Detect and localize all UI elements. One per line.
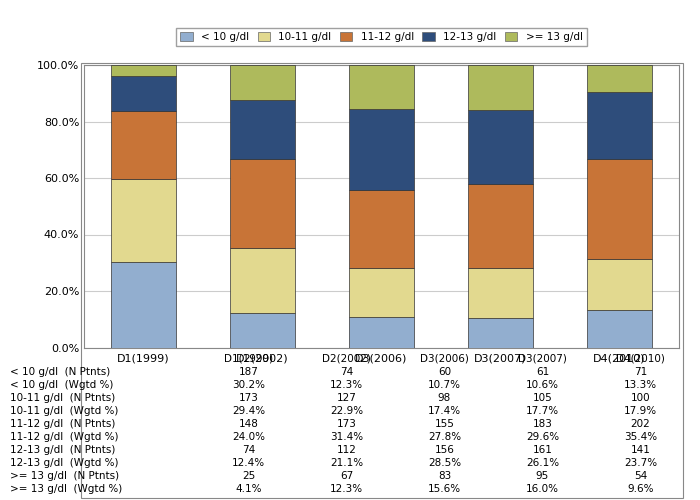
Text: 61: 61 <box>536 367 549 377</box>
Text: 141: 141 <box>631 444 650 454</box>
Text: 12-13 g/dl  (Wgtd %): 12-13 g/dl (Wgtd %) <box>10 458 119 468</box>
Text: < 10 g/dl  (Wgtd %): < 10 g/dl (Wgtd %) <box>10 380 114 390</box>
Text: 148: 148 <box>239 419 258 428</box>
Text: 17.9%: 17.9% <box>624 406 657 416</box>
Text: 95: 95 <box>536 470 549 480</box>
Text: 13.3%: 13.3% <box>624 380 657 390</box>
Text: 71: 71 <box>634 367 647 377</box>
Text: 105: 105 <box>533 393 552 403</box>
Text: 29.4%: 29.4% <box>232 406 265 416</box>
Bar <box>349 190 414 268</box>
Text: 31.4%: 31.4% <box>330 432 363 442</box>
Text: 22.9%: 22.9% <box>330 406 363 416</box>
Text: 54: 54 <box>634 470 647 480</box>
Text: D3(2007): D3(2007) <box>518 354 567 364</box>
Text: 10.6%: 10.6% <box>526 380 559 390</box>
Text: 4.1%: 4.1% <box>235 484 262 494</box>
Text: 21.1%: 21.1% <box>330 458 363 468</box>
Text: D1(1999): D1(1999) <box>224 354 273 364</box>
Text: < 10 g/dl  (N Ptnts): < 10 g/dl (N Ptnts) <box>10 367 111 377</box>
Text: 156: 156 <box>435 444 454 454</box>
Text: 10-11 g/dl  (N Ptnts): 10-11 g/dl (N Ptnts) <box>10 393 116 403</box>
Text: 12-13 g/dl  (N Ptnts): 12-13 g/dl (N Ptnts) <box>10 444 116 454</box>
Text: 30.2%: 30.2% <box>232 380 265 390</box>
Text: 29.6%: 29.6% <box>526 432 559 442</box>
Bar <box>111 76 176 112</box>
Bar <box>349 65 414 109</box>
Text: 83: 83 <box>438 470 451 480</box>
Bar <box>587 260 652 310</box>
Bar <box>230 160 295 248</box>
Text: 9.6%: 9.6% <box>627 484 654 494</box>
Text: 24.0%: 24.0% <box>232 432 265 442</box>
Text: 15.6%: 15.6% <box>428 484 461 494</box>
Text: 28.5%: 28.5% <box>428 458 461 468</box>
Bar <box>111 112 176 179</box>
Bar <box>349 109 414 190</box>
Text: 11-12 g/dl  (N Ptnts): 11-12 g/dl (N Ptnts) <box>10 419 116 428</box>
Text: 74: 74 <box>242 444 255 454</box>
Text: >= 13 g/dl  (N Ptnts): >= 13 g/dl (N Ptnts) <box>10 470 120 480</box>
Text: 155: 155 <box>435 419 454 428</box>
Text: 74: 74 <box>340 367 353 377</box>
Text: D4(2010): D4(2010) <box>616 354 665 364</box>
Text: 202: 202 <box>631 419 650 428</box>
Bar <box>587 310 652 348</box>
Bar <box>468 318 533 348</box>
Text: 12.4%: 12.4% <box>232 458 265 468</box>
Text: 25: 25 <box>242 470 255 480</box>
Bar <box>230 248 295 313</box>
Bar <box>468 268 533 318</box>
Bar <box>111 179 176 262</box>
Text: 23.7%: 23.7% <box>624 458 657 468</box>
Text: 173: 173 <box>239 393 258 403</box>
Text: 16.0%: 16.0% <box>526 484 559 494</box>
Bar <box>587 160 652 260</box>
Text: 67: 67 <box>340 470 353 480</box>
Text: 183: 183 <box>533 419 552 428</box>
Text: D3(2006): D3(2006) <box>420 354 469 364</box>
Bar <box>349 268 414 318</box>
Text: 187: 187 <box>239 367 258 377</box>
Text: 27.8%: 27.8% <box>428 432 461 442</box>
Text: 17.7%: 17.7% <box>526 406 559 416</box>
Bar <box>468 110 533 184</box>
Text: 127: 127 <box>337 393 356 403</box>
Text: 161: 161 <box>533 444 552 454</box>
Text: 11-12 g/dl  (Wgtd %): 11-12 g/dl (Wgtd %) <box>10 432 119 442</box>
Text: 17.4%: 17.4% <box>428 406 461 416</box>
Bar <box>111 262 176 348</box>
Text: 112: 112 <box>337 444 356 454</box>
Text: >= 13 g/dl  (Wgtd %): >= 13 g/dl (Wgtd %) <box>10 484 122 494</box>
Bar <box>587 66 652 92</box>
Text: 35.4%: 35.4% <box>624 432 657 442</box>
Text: 10-11 g/dl  (Wgtd %): 10-11 g/dl (Wgtd %) <box>10 406 119 416</box>
Bar <box>349 318 414 348</box>
Text: 173: 173 <box>337 419 356 428</box>
Text: 12.3%: 12.3% <box>330 380 363 390</box>
Bar <box>230 65 295 100</box>
Bar <box>468 184 533 268</box>
Text: 60: 60 <box>438 367 451 377</box>
Bar <box>230 100 295 160</box>
Legend: < 10 g/dl, 10-11 g/dl, 11-12 g/dl, 12-13 g/dl, >= 13 g/dl: < 10 g/dl, 10-11 g/dl, 11-12 g/dl, 12-13… <box>176 28 587 46</box>
Bar <box>468 65 533 110</box>
Bar <box>230 313 295 348</box>
Text: 12.3%: 12.3% <box>330 484 363 494</box>
Text: 26.1%: 26.1% <box>526 458 559 468</box>
Text: 98: 98 <box>438 393 451 403</box>
Bar <box>587 92 652 160</box>
Text: 10.7%: 10.7% <box>428 380 461 390</box>
Text: 100: 100 <box>631 393 650 403</box>
Text: D2(2002): D2(2002) <box>322 354 371 364</box>
Bar <box>111 64 176 76</box>
